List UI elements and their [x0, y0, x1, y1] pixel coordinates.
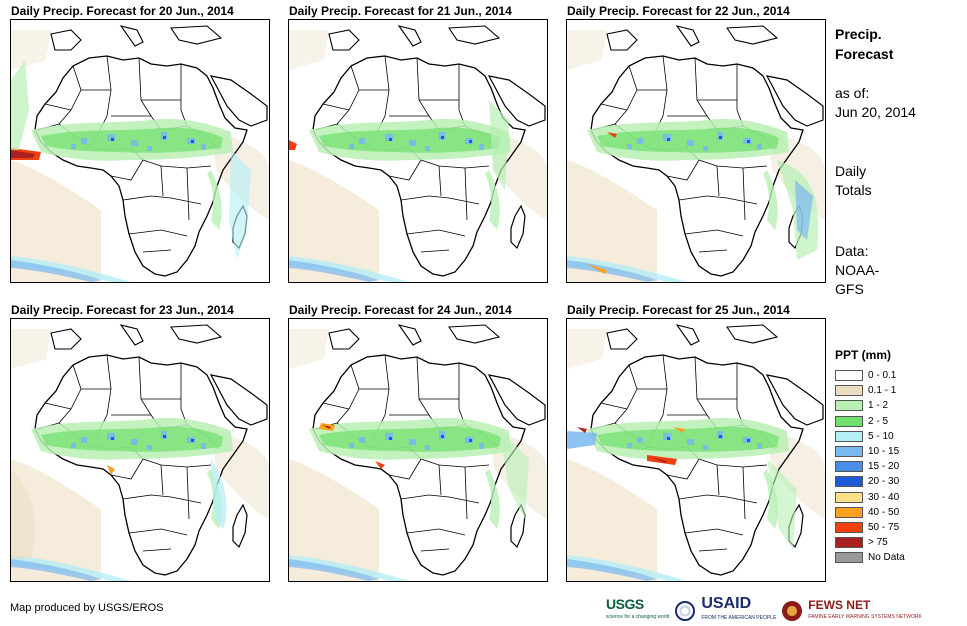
fews-net-seal-icon: [782, 601, 803, 621]
legend-item: 2 - 5: [835, 414, 905, 429]
legend-swatch: [835, 476, 863, 488]
panel-title: Daily Precip. Forecast for 24 Jun., 2014: [289, 303, 512, 317]
legend-item: No Data: [835, 550, 905, 565]
legend-swatch: [835, 506, 863, 518]
legend-swatch: [835, 446, 863, 458]
legend-item: 1 - 2: [835, 398, 905, 413]
legend-swatch: [835, 461, 863, 473]
data-source-line-1: Data:: [835, 243, 869, 259]
legend-item: 20 - 30: [835, 474, 905, 489]
map-credit: Map produced by USGS/EROS: [10, 602, 164, 614]
legend-label: 10 - 15: [868, 446, 900, 458]
legend-item: 0 - 0.1: [835, 368, 905, 383]
panel-title: Daily Precip. Forecast for 22 Jun., 2014: [567, 4, 790, 18]
legend-label: 20 - 30: [868, 476, 900, 488]
africa-map-image: [567, 324, 825, 581]
legend-item: 40 - 50: [835, 505, 905, 520]
legend-swatch: [835, 491, 863, 503]
legend-heading-2: Forecast: [835, 46, 894, 62]
usaid-logo: USAID FROM THE AMERICAN PEOPLE: [701, 596, 776, 626]
legend-label: 40 - 50: [868, 506, 900, 518]
africa-map-image: [289, 25, 547, 282]
legend-item: 50 - 75: [835, 520, 905, 535]
as-of-label: as of:: [835, 85, 870, 101]
legend-swatch: [835, 521, 863, 533]
panel-title: Daily Precip. Forecast for 20 Jun., 2014: [11, 4, 234, 18]
legend-swatch: [835, 385, 863, 397]
as-of-date: as of: Jun 20, 2014: [835, 84, 916, 122]
legend-item: > 75: [835, 535, 905, 550]
usgs-tagline: science for a changing world: [606, 614, 670, 620]
legend-item: 15 - 20: [835, 459, 905, 474]
legend-swatch: [835, 430, 863, 442]
map-panel-jun20: Daily Precip. Forecast for 20 Jun., 2014: [10, 3, 270, 283]
precip-map: [288, 19, 548, 283]
precip-map: [10, 19, 270, 283]
map-panel-jun25: Daily Precip. Forecast for 25 Jun., 2014: [566, 302, 826, 582]
africa-map-image: [567, 25, 825, 282]
usaid-seal-icon: [675, 601, 696, 621]
totals-line-1: Daily: [835, 163, 867, 179]
legend-swatch: [835, 400, 863, 412]
precip-map: [288, 318, 548, 582]
legend-swatch: [835, 552, 863, 564]
africa-map-image: [11, 25, 269, 282]
forecast-info: Precip. Forecast: [835, 24, 893, 64]
africa-map-image: [11, 324, 269, 581]
legend-label: 5 - 10: [868, 430, 894, 442]
usgs-logo-text: USGS: [606, 596, 644, 612]
totals-label: Daily Totals: [835, 162, 872, 200]
as-of-value: Jun 20, 2014: [835, 104, 916, 120]
map-panel-jun22: Daily Precip. Forecast for 22 Jun., 2014: [566, 3, 826, 283]
legend-heading: Precip.: [835, 26, 882, 42]
precip-map: [566, 19, 826, 283]
usgs-logo: USGS science for a changing world: [606, 596, 670, 624]
panel-title: Daily Precip. Forecast for 23 Jun., 2014: [11, 303, 234, 317]
precip-map: [566, 318, 826, 582]
totals-line-2: Totals: [835, 182, 872, 198]
fews-net-logo-text: FEWS NET: [808, 598, 871, 612]
legend-swatch: [835, 537, 863, 549]
legend-item: 5 - 10: [835, 429, 905, 444]
panel-title: Daily Precip. Forecast for 25 Jun., 2014: [567, 303, 790, 317]
ppt-legend: PPT (mm) 0 - 0.1 0.1 - 1 1 - 2 2 - 5 5 - 10 1…: [835, 348, 905, 565]
precip-map: [10, 318, 270, 582]
legend-swatch: [835, 415, 863, 427]
map-panel-jun21: Daily Precip. Forecast for 21 Jun., 2014: [288, 3, 548, 283]
fews-net-logo: FEWS NET FAMINE EARLY WARNING SYSTEMS NE…: [808, 599, 922, 623]
data-source-line-2: NOAA-: [835, 262, 880, 278]
map-panel-jun23: Daily Precip. Forecast for 23 Jun., 2014: [10, 302, 270, 582]
legend-label: 2 - 5: [868, 415, 889, 427]
legend-swatch: [835, 370, 863, 382]
legend-label: > 75: [868, 537, 888, 549]
legend-title: PPT (mm): [835, 348, 892, 362]
usaid-tagline: FROM THE AMERICAN PEOPLE: [701, 615, 777, 621]
legend-label: 1 - 2: [868, 400, 889, 412]
legend-label: 50 - 75: [868, 521, 900, 533]
legend-item: 0.1 - 1: [835, 383, 905, 398]
legend-label: 15 - 20: [868, 461, 900, 473]
data-source-line-3: GFS: [835, 281, 864, 297]
map-panel-jun24: Daily Precip. Forecast for 24 Jun., 2014: [288, 302, 548, 582]
legend-item: 30 - 40: [835, 490, 905, 505]
partner-logos: USGS science for a changing world USAID …: [606, 596, 922, 626]
legend-label: 0.1 - 1: [868, 385, 897, 397]
africa-map-image: [289, 324, 547, 581]
usaid-logo-text: USAID: [701, 595, 752, 612]
legend-label: 0 - 0.1: [868, 370, 897, 382]
legend-label: No Data: [868, 552, 905, 564]
legend-label: 30 - 40: [868, 491, 900, 503]
legend-item: 10 - 15: [835, 444, 905, 459]
fews-net-tagline: FAMINE EARLY WARNING SYSTEMS NETWORK: [808, 614, 922, 620]
data-source: Data: NOAA- GFS: [835, 242, 879, 299]
panel-title: Daily Precip. Forecast for 21 Jun., 2014: [289, 4, 512, 18]
